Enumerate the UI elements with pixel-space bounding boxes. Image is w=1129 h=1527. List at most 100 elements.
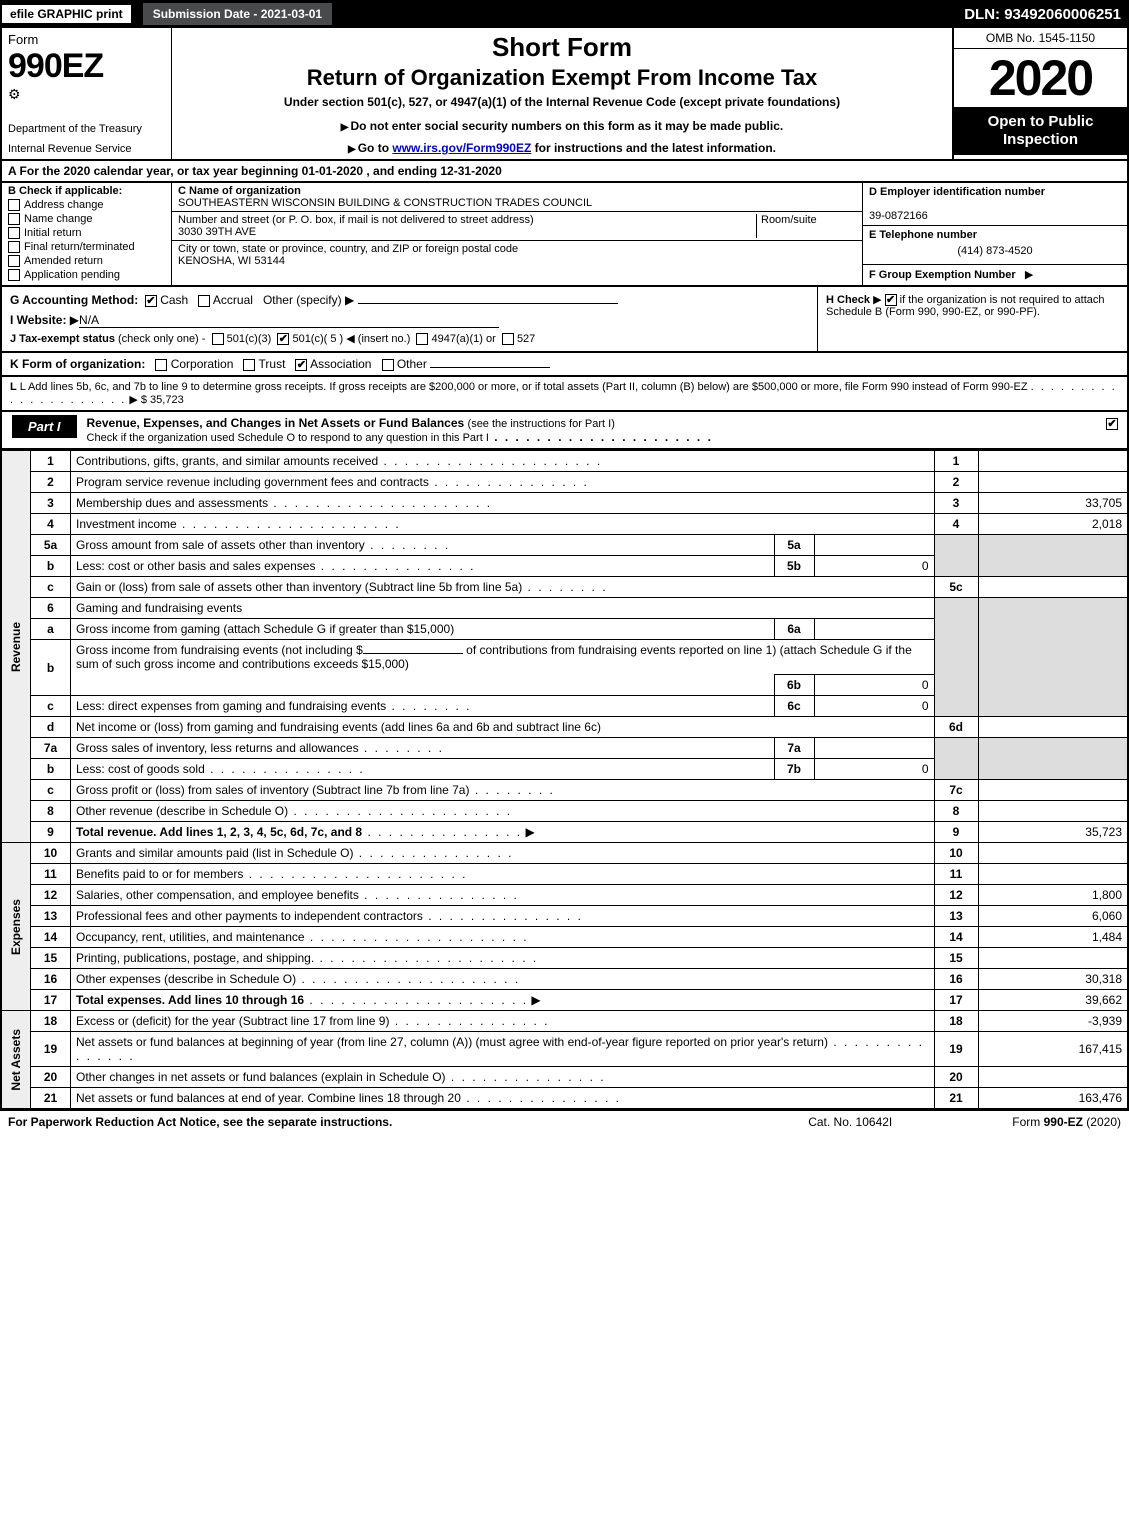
l-text: L Add lines 5b, 6c, and 7b to line 9 to … xyxy=(20,381,1028,393)
chk-name-change[interactable] xyxy=(8,213,20,225)
dept-treasury: Department of the Treasury xyxy=(8,123,142,135)
chk-527[interactable] xyxy=(502,333,514,345)
d-ein-label: D Employer identification number xyxy=(869,186,1045,198)
open-public-inspection: Open to Public Inspection xyxy=(954,107,1127,155)
part1-title: Revenue, Expenses, and Changes in Net As… xyxy=(87,416,465,430)
line7c-amt xyxy=(978,780,1128,801)
expenses-side-label: Expenses xyxy=(7,893,25,961)
chk-4947[interactable] xyxy=(416,333,428,345)
line15-text: Printing, publications, postage, and shi… xyxy=(76,951,314,965)
dln: DLN: 93492060006251 xyxy=(964,6,1129,23)
f-group-label: F Group Exemption Number xyxy=(869,269,1016,281)
line5c-amt xyxy=(978,577,1128,598)
line3-text: Membership dues and assessments xyxy=(76,496,268,510)
part1-paren: (see the instructions for Part I) xyxy=(468,418,615,430)
goto-link-row: Go to www.irs.gov/Form990EZ for instruct… xyxy=(182,141,942,155)
org-city: KENOSHA, WI 53144 xyxy=(178,255,285,267)
c-addr-label: Number and street (or P. O. box, if mail… xyxy=(178,214,534,226)
page-footer: For Paperwork Reduction Act Notice, see … xyxy=(0,1110,1129,1133)
c-name-label: C Name of organization xyxy=(178,185,301,197)
irs-link[interactable]: www.irs.gov/Form990EZ xyxy=(392,141,531,155)
line13-text: Professional fees and other payments to … xyxy=(76,909,423,923)
phone-value: (414) 873-4520 xyxy=(869,241,1121,261)
cat-no: Cat. No. 10642I xyxy=(808,1115,892,1129)
line1-amt xyxy=(978,451,1128,472)
part1-tab: Part I xyxy=(12,415,77,438)
line9-text: Total revenue. Add lines 1, 2, 3, 4, 5c,… xyxy=(76,825,362,839)
gh-block: G Accounting Method: Cash Accrual Other … xyxy=(0,287,1129,353)
top-bar: efile GRAPHIC print Submission Date - 20… xyxy=(0,0,1129,28)
line3-amt: 33,705 xyxy=(978,493,1128,514)
c-city-label: City or town, state or province, country… xyxy=(178,243,518,255)
line19-amt: 167,415 xyxy=(978,1032,1128,1067)
ssn-warning: Do not enter social security numbers on … xyxy=(182,119,942,133)
h-label: H Check xyxy=(826,294,870,306)
g-label: G Accounting Method: xyxy=(10,293,138,307)
irs-label: Internal Revenue Service xyxy=(8,143,132,155)
row-a-tax-year: A For the 2020 calendar year, or tax yea… xyxy=(0,161,1129,183)
i-website-label: I Website: xyxy=(10,313,66,327)
under-section: Under section 501(c), 527, or 4947(a)(1)… xyxy=(182,95,942,109)
b-check-label: B Check if applicable: xyxy=(8,185,165,197)
line11-text: Benefits paid to or for members xyxy=(76,867,243,881)
form-ref: 990-EZ xyxy=(1044,1115,1083,1129)
line4-text: Investment income xyxy=(76,517,177,531)
l-amount: $ 35,723 xyxy=(141,394,184,406)
k-row: K Form of organization: Corporation Trus… xyxy=(0,353,1129,377)
chk-trust[interactable] xyxy=(243,359,255,371)
line7b-amt: 0 xyxy=(814,759,934,780)
line14-amt: 1,484 xyxy=(978,927,1128,948)
line10-text: Grants and similar amounts paid (list in… xyxy=(76,846,353,860)
line2-text: Program service revenue including govern… xyxy=(76,475,429,489)
line15-amt xyxy=(978,948,1128,969)
line6a-text: Gross income from gaming (attach Schedul… xyxy=(76,622,454,636)
line13-amt: 6,060 xyxy=(978,906,1128,927)
website-value: N/A xyxy=(79,313,499,328)
chk-schedule-b[interactable] xyxy=(885,294,897,306)
chk-initial-return[interactable] xyxy=(8,227,20,239)
chk-amended-return[interactable] xyxy=(8,255,20,267)
part1-sub: Check if the organization used Schedule … xyxy=(87,432,489,444)
line5b-amt: 0 xyxy=(814,556,934,577)
line8-text: Other revenue (describe in Schedule O) xyxy=(76,804,288,818)
line12-amt: 1,800 xyxy=(978,885,1128,906)
efile-print-button[interactable]: efile GRAPHIC print xyxy=(0,3,133,25)
line20-text: Other changes in net assets or fund bala… xyxy=(76,1070,446,1084)
chk-501c3[interactable] xyxy=(212,333,224,345)
tax-year: 2020 xyxy=(954,49,1127,107)
line6c-amt: 0 xyxy=(814,696,934,717)
line17-amt: 39,662 xyxy=(978,990,1128,1011)
line6d-amt xyxy=(978,717,1128,738)
chk-assoc[interactable] xyxy=(295,359,307,371)
line7c-text: Gross profit or (loss) from sales of inv… xyxy=(76,783,469,797)
chk-final-return[interactable] xyxy=(8,241,20,253)
omb-number: OMB No. 1545-1150 xyxy=(954,28,1127,49)
line20-amt xyxy=(978,1067,1128,1088)
line6b-text1: Gross income from fundraising events (no… xyxy=(76,643,363,657)
line12-text: Salaries, other compensation, and employ… xyxy=(76,888,359,902)
e-phone-label: E Telephone number xyxy=(869,229,977,241)
form-word: Form xyxy=(8,32,165,47)
f-arrow: ▶ xyxy=(1025,269,1033,281)
chk-501c[interactable] xyxy=(277,333,289,345)
chk-cash[interactable] xyxy=(145,295,157,307)
chk-application-pending[interactable] xyxy=(8,269,20,281)
lines-table: Revenue 1 Contributions, gifts, grants, … xyxy=(0,450,1129,1110)
line5b-text: Less: cost or other basis and sales expe… xyxy=(76,559,315,573)
line8-amt xyxy=(978,801,1128,822)
short-form-title: Short Form xyxy=(182,32,942,63)
ein-value: 39-0872166 xyxy=(869,210,928,222)
chk-schedule-o-part1[interactable] xyxy=(1106,418,1118,430)
chk-corp[interactable] xyxy=(155,359,167,371)
chk-other-org[interactable] xyxy=(382,359,394,371)
line14-text: Occupancy, rent, utilities, and maintena… xyxy=(76,930,305,944)
chk-accrual[interactable] xyxy=(198,295,210,307)
line18-amt: -3,939 xyxy=(978,1011,1128,1032)
line21-amt: 163,476 xyxy=(978,1088,1128,1110)
part1-header: Part I Revenue, Expenses, and Changes in… xyxy=(0,412,1129,450)
chk-address-change[interactable] xyxy=(8,199,20,211)
line9-amt: 35,723 xyxy=(978,822,1128,843)
line1-text: Contributions, gifts, grants, and simila… xyxy=(76,454,378,468)
line11-amt xyxy=(978,864,1128,885)
j-label: J Tax-exempt status xyxy=(10,333,115,345)
